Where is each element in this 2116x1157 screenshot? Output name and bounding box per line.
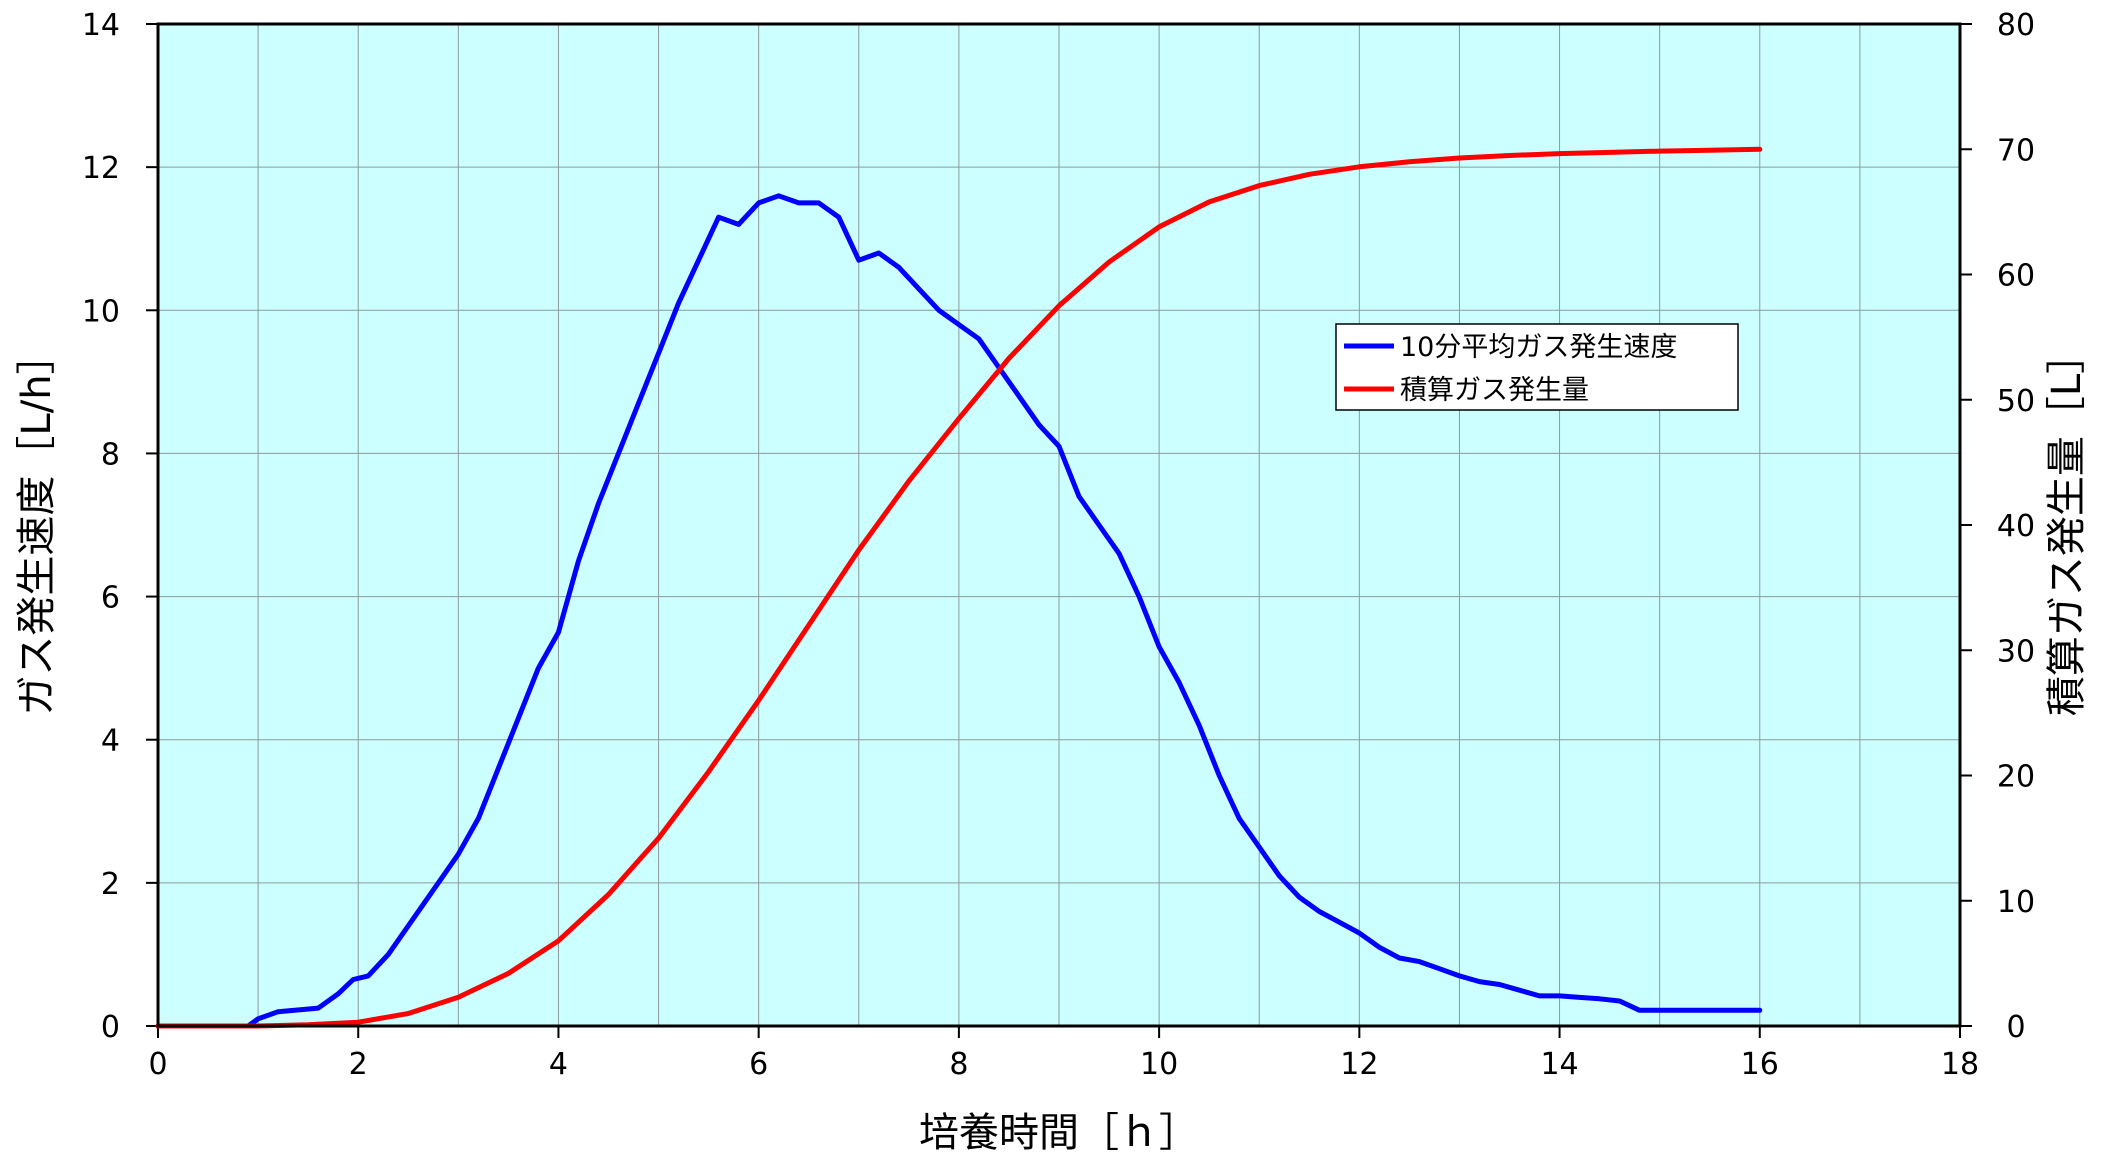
y-left-tick-label: 14 [82,8,120,43]
y-right-tick-label: 10 [1997,885,2035,920]
legend-box [1335,323,1739,411]
x-tick-label: 16 [1741,1047,1779,1082]
y-right-tick-label: 0 [2006,1010,2025,1045]
y-right-axis-title: 積算ガス発生量［L］ [2044,334,2090,716]
y-right-tick-label: 40 [1997,509,2035,544]
x-tick-label: 2 [349,1047,368,1082]
tick-labels: 0 2 4 6 8 10 12 14 16 18 0 2 4 6 8 10 12 14 0 10 20 30 40 50 60 7… [82,8,2035,1082]
series-layer [155,146,1763,1029]
x-tick-label: 18 [1941,1047,1979,1082]
y-left-tick-label: 10 [82,294,120,329]
y-right-tick-label: 60 [1997,259,2035,294]
plot-frame [156,22,1962,1028]
series-line-gas-rate [155,193,1763,1029]
y-left-axis-title: ガス発生速度［L/h］ [14,334,60,715]
y-right-tick-label: 70 [1997,133,2035,168]
y-left-tick-label: 0 [101,1010,120,1045]
y-left-tick-label: 2 [101,867,120,902]
x-tick-label: 14 [1540,1047,1578,1082]
tick-marks [146,23,1972,1038]
y-right-tick-label: 50 [1997,384,2035,419]
y-right-tick-label: 30 [1997,634,2035,669]
y-left-tick-label: 4 [101,724,120,759]
x-axis-title: 培養時間［ｈ］ [919,1110,1199,1156]
x-tick-label: 4 [549,1047,568,1082]
y-left-tick-label: 12 [82,151,120,186]
y-left-tick-label: 6 [101,581,120,616]
y-right-tick-label: 80 [1997,8,2035,43]
x-tick-label: 8 [949,1047,968,1082]
y-right-tick-label: 20 [1997,760,2035,795]
x-tick-label: 0 [148,1047,167,1082]
x-tick-label: 6 [749,1047,768,1082]
legend: 10分平均ガス発生速度 積算ガス発生量 [1335,323,1739,411]
y-left-tick-label: 8 [101,437,120,472]
x-tick-label: 10 [1140,1047,1178,1082]
x-tick-label: 12 [1340,1047,1378,1082]
gridlines [158,24,1960,1026]
series-line-cumulative-gas [155,146,1763,1029]
legend-label-cumulative: 積算ガス発生量 [1400,375,1589,406]
legend-label-rate: 10分平均ガス発生速度 [1400,332,1677,363]
